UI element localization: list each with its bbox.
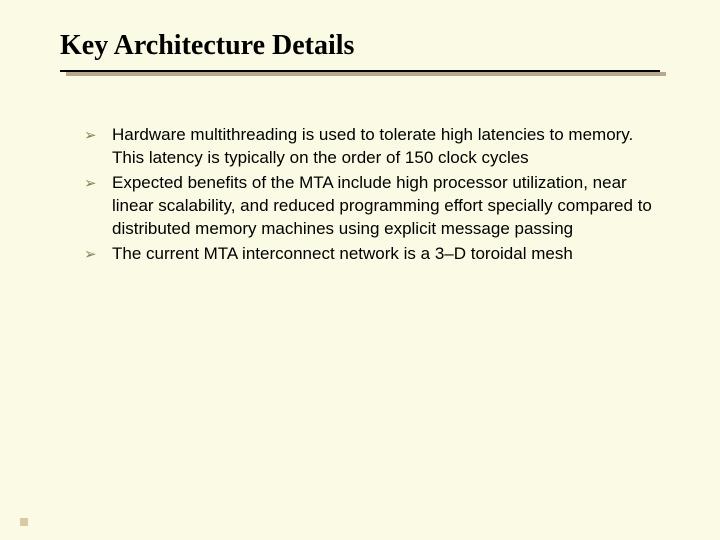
bullet-text: Expected benefits of the MTA include hig… bbox=[112, 173, 652, 238]
list-item: ➢ The current MTA interconnect network i… bbox=[84, 243, 660, 266]
title-underline-line bbox=[60, 70, 660, 72]
list-item: ➢ Hardware multithreading is used to tol… bbox=[84, 124, 660, 170]
title-underline-shadow bbox=[66, 72, 666, 76]
bullet-arrow-icon: ➢ bbox=[84, 126, 97, 146]
bullet-text: The current MTA interconnect network is … bbox=[112, 244, 573, 263]
list-item: ➢ Expected benefits of the MTA include h… bbox=[84, 172, 660, 241]
bullet-arrow-icon: ➢ bbox=[84, 174, 97, 194]
slide-container: Key Architecture Details ➢ Hardware mult… bbox=[0, 0, 720, 540]
footer-decoration-icon bbox=[20, 518, 28, 526]
bullet-list: ➢ Hardware multithreading is used to tol… bbox=[60, 124, 660, 266]
slide-title: Key Architecture Details bbox=[60, 30, 660, 62]
bullet-text: Hardware multithreading is used to toler… bbox=[112, 125, 633, 167]
title-underline bbox=[60, 70, 660, 76]
bullet-arrow-icon: ➢ bbox=[84, 245, 97, 265]
